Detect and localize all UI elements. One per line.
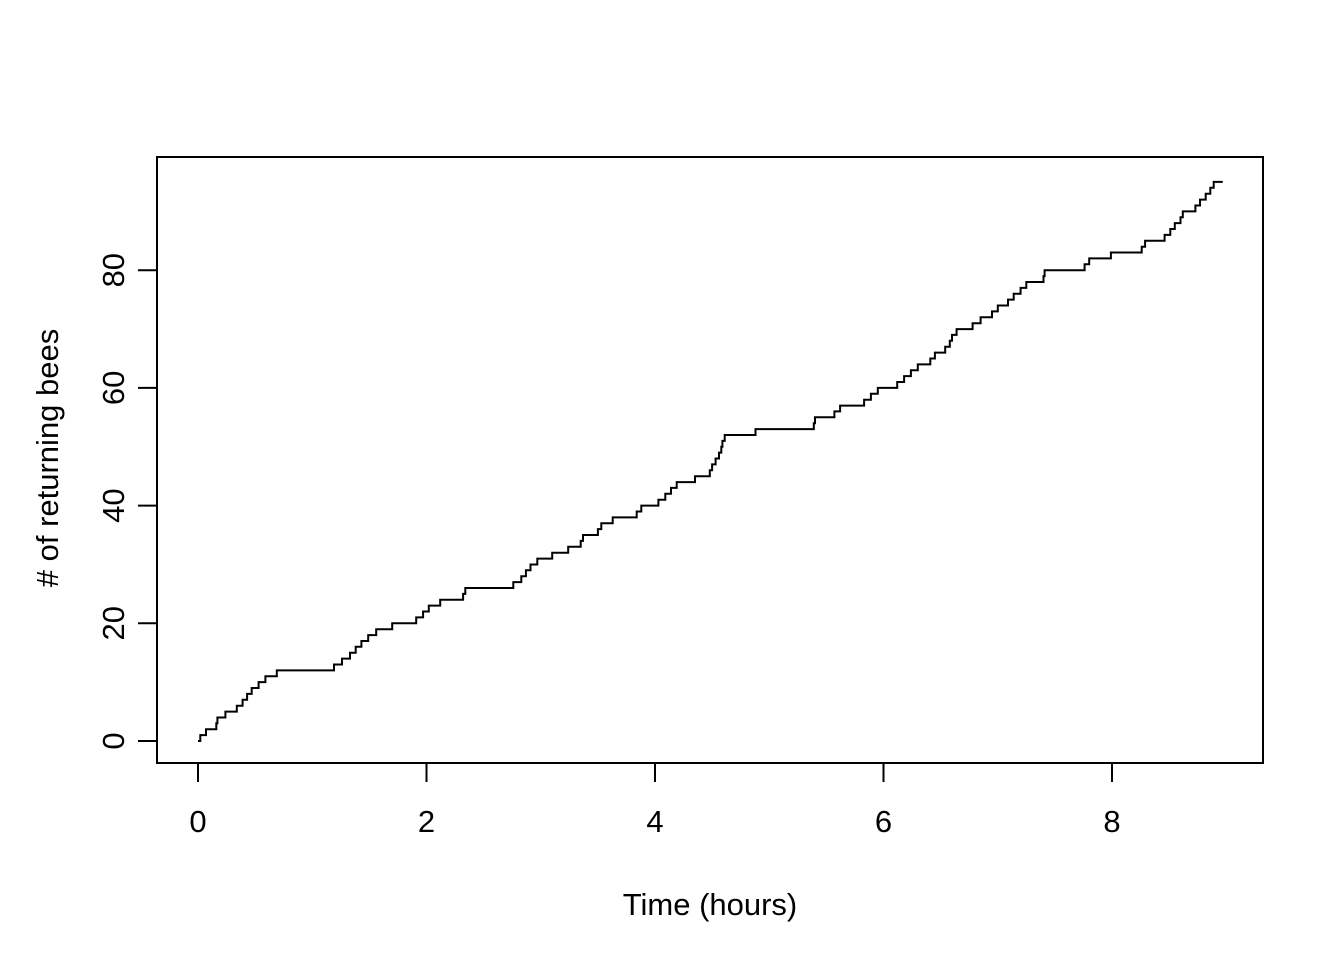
x-tick-label: 8 (1103, 804, 1120, 839)
x-tick-label: 2 (418, 804, 435, 839)
x-axis-title: Time (hours) (623, 887, 798, 922)
step-curve (198, 180, 1223, 742)
y-tick-label: 40 (96, 488, 131, 522)
y-tick-label: 80 (96, 253, 131, 287)
y-tick-label: 0 (96, 732, 131, 749)
x-tick-label: 0 (189, 804, 206, 839)
x-tick-label: 6 (875, 804, 892, 839)
y-axis-title: # of returning bees (30, 329, 65, 588)
x-axis: 0 2 4 6 8 (189, 763, 1121, 839)
plot-box (156, 156, 1264, 764)
y-tick-label: 60 (96, 371, 131, 405)
y-tick-label: 20 (96, 606, 131, 640)
y-axis: 0 20 40 60 80 (96, 253, 157, 750)
x-tick-label: 4 (646, 804, 663, 839)
